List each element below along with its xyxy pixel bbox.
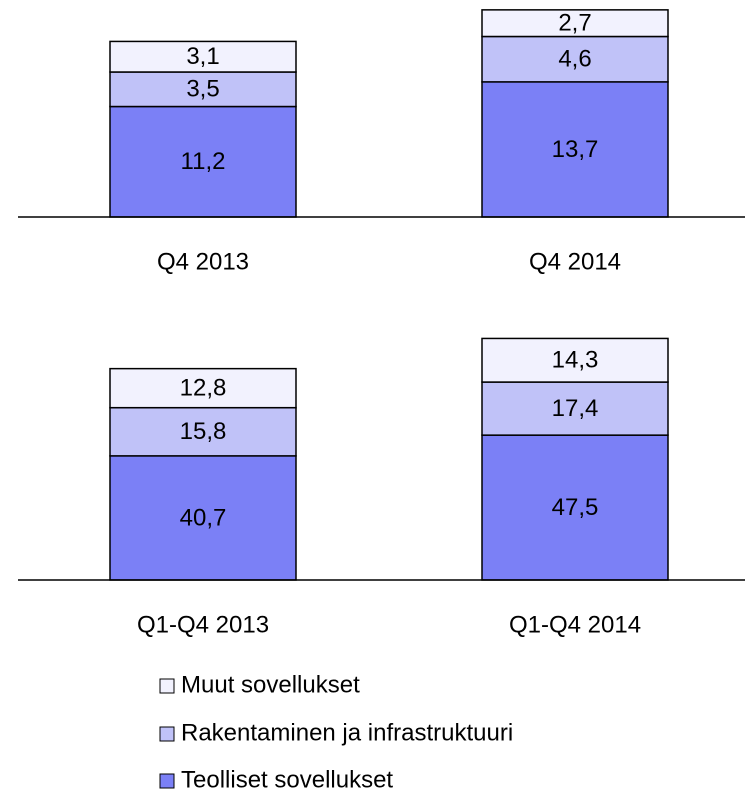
- bar-segment: [109, 455, 297, 581]
- bar-segment: [481, 381, 669, 436]
- x-tick-label: Q1-Q4 2013: [137, 611, 269, 638]
- bar-segment: [481, 9, 669, 38]
- x-tick-label: Q4 2013: [157, 248, 249, 275]
- data-label: 13,7: [552, 136, 599, 163]
- bar-segment: [109, 71, 297, 108]
- bar-segment: [481, 35, 669, 83]
- data-label: 17,4: [552, 395, 599, 422]
- legend-swatch: [159, 773, 175, 789]
- bar-segment: [481, 81, 669, 218]
- data-label: 4,6: [558, 46, 591, 73]
- data-label: 14,3: [552, 347, 599, 374]
- bar-segment: [481, 337, 669, 383]
- data-label: 3,5: [186, 76, 219, 103]
- data-label: 2,7: [558, 10, 591, 37]
- data-label: 11,2: [181, 148, 226, 175]
- legend-swatch: [159, 726, 175, 742]
- legend-swatch: [159, 678, 175, 694]
- x-tick-label: Q4 2014: [529, 248, 621, 275]
- bar-segment: [481, 434, 669, 581]
- bar-segment: [109, 105, 297, 218]
- bar-segment: [109, 40, 297, 73]
- bar-segment: [109, 367, 297, 409]
- data-label: 40,7: [180, 504, 227, 531]
- legend-label: Muut sovellukset: [181, 671, 360, 698]
- legend-label: Teolliset sovellukset: [181, 766, 393, 793]
- bar-segment: [109, 406, 297, 457]
- x-tick-label: Q1-Q4 2014: [509, 611, 641, 638]
- legend-label: Rakentaminen ja infrastruktuuri: [181, 719, 513, 746]
- data-label: 12,8: [180, 374, 227, 401]
- data-label: 15,8: [180, 418, 227, 445]
- data-label: 47,5: [552, 494, 599, 521]
- data-label: 3,1: [186, 43, 219, 70]
